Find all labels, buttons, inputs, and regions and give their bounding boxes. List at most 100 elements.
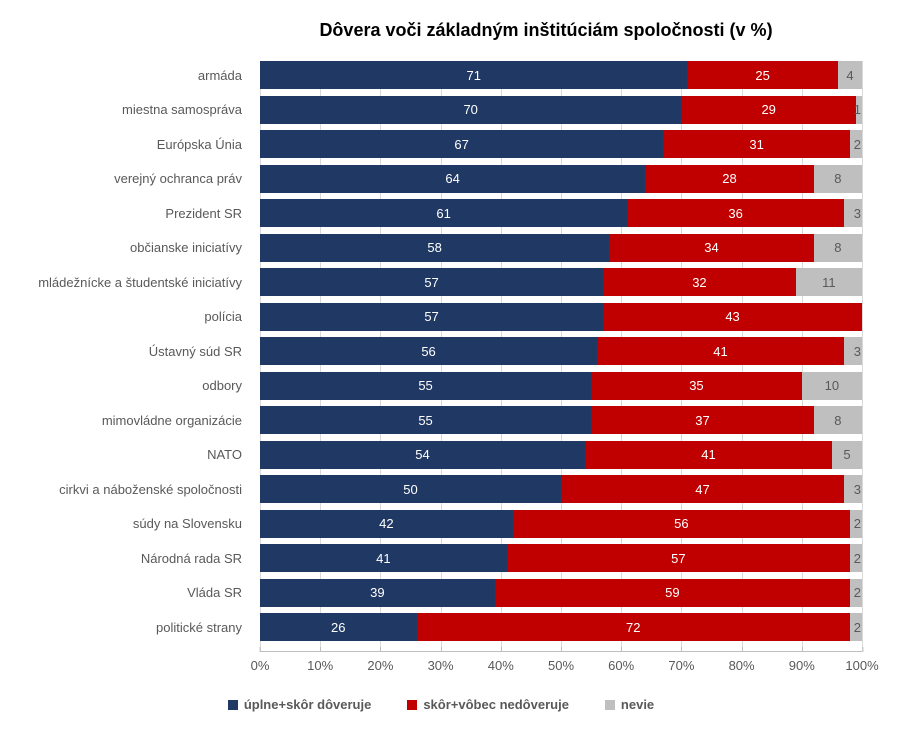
x-axis-tick: 70%: [668, 652, 694, 673]
legend-item-distrust: skôr+vôbec nedôveruje: [407, 697, 569, 712]
bar-segment-trust: 55: [260, 406, 591, 434]
bar-value-label: 25: [755, 68, 769, 83]
x-axis-tick: 60%: [608, 652, 634, 673]
bar-value-label: 57: [671, 551, 685, 566]
category-label: armáda: [10, 68, 250, 83]
bar-segment-trust: 39: [260, 579, 495, 607]
bar-segment-dontknow: 3: [844, 475, 862, 503]
bar-value-label: 71: [466, 68, 480, 83]
bar-value-label: 57: [424, 275, 438, 290]
bar-value-label: 2: [854, 551, 862, 566]
bar-value-label: 41: [713, 344, 727, 359]
legend-label-distrust: skôr+vôbec nedôveruje: [423, 697, 569, 712]
bar-value-label: 35: [689, 378, 703, 393]
bar-segment-distrust: 59: [495, 579, 850, 607]
chart-title: Dôvera voči základným inštitúciám spoloč…: [10, 20, 872, 41]
category-label: Prezident SR: [10, 206, 250, 221]
category-label: občianske iniciatívy: [10, 240, 250, 255]
category-label: súdy na Slovensku: [10, 516, 250, 531]
bar-segment-distrust: 41: [597, 337, 844, 365]
legend-swatch-distrust: [407, 700, 417, 710]
bar-segment-dontknow: 8: [814, 165, 862, 193]
bar-value-label: 37: [695, 413, 709, 428]
bar-row: Ústavný súd SR56413: [260, 337, 862, 365]
bar-segment-trust: 26: [260, 613, 417, 641]
bar-value-label: 36: [728, 206, 742, 221]
bar-row: Vláda SR39592: [260, 579, 862, 607]
bar-value-label: 47: [695, 482, 709, 497]
bar-value-label: 10: [825, 378, 839, 393]
bar-value-label: 32: [692, 275, 706, 290]
category-label: cirkvi a náboženské spoločnosti: [10, 482, 250, 497]
plot-area: armáda71254miestna samospráva70291Európs…: [260, 61, 862, 651]
bar-value-label: 31: [749, 137, 763, 152]
bar-value-label: 5: [843, 447, 850, 462]
bar-segment-dontknow: 8: [814, 406, 862, 434]
bar-value-label: 55: [418, 378, 432, 393]
bar-value-label: 70: [463, 102, 477, 117]
bar-segment-distrust: 36: [627, 199, 844, 227]
bar-segment-distrust: 47: [561, 475, 844, 503]
x-axis-tick: 80%: [729, 652, 755, 673]
bar-value-label: 8: [834, 413, 841, 428]
bar-segment-trust: 64: [260, 165, 645, 193]
bar-segment-distrust: 37: [591, 406, 814, 434]
category-label: miestna samospráva: [10, 102, 250, 117]
category-label: odbory: [10, 378, 250, 393]
bar-segment-trust: 42: [260, 510, 513, 538]
bar-segment-dontknow: 3: [844, 337, 862, 365]
bar-row: miestna samospráva70291: [260, 96, 862, 124]
x-axis-tick: 30%: [428, 652, 454, 673]
category-label: Ústavný súd SR: [10, 344, 250, 359]
bar-segment-trust: 57: [260, 303, 603, 331]
bar-row: verejný ochranca práv64288: [260, 165, 862, 193]
bar-segment-dontknow: 5: [832, 441, 862, 469]
category-label: mimovládne organizácie: [10, 413, 250, 428]
bar-segment-distrust: 57: [507, 544, 850, 572]
bar-value-label: 11: [822, 275, 836, 290]
bar-value-label: 2: [854, 137, 862, 152]
x-axis-tick: 100%: [845, 652, 878, 673]
bar-value-label: 3: [854, 344, 862, 359]
bar-value-label: 42: [379, 516, 393, 531]
bar-value-label: 57: [424, 309, 438, 324]
bar-segment-distrust: 34: [609, 234, 814, 262]
bar-value-label: 2: [854, 585, 862, 600]
x-axis-tick: 0%: [251, 652, 270, 673]
bar-value-label: 34: [704, 240, 718, 255]
bar-value-label: 54: [415, 447, 429, 462]
bar-segment-dontknow: 2: [850, 130, 862, 158]
bar-segment-distrust: 28: [645, 165, 814, 193]
bar-segment-distrust: 29: [681, 96, 856, 124]
bar-value-label: 56: [421, 344, 435, 359]
bar-row: Prezident SR61363: [260, 199, 862, 227]
bar-segment-trust: 55: [260, 372, 591, 400]
bar-row: politické strany26722: [260, 613, 862, 641]
bar-value-label: 64: [445, 171, 459, 186]
category-label: NATO: [10, 447, 250, 462]
bar-segment-distrust: 72: [417, 613, 850, 641]
bar-row: súdy na Slovensku42562: [260, 510, 862, 538]
bar-segment-trust: 70: [260, 96, 681, 124]
bar-value-label: 8: [834, 171, 841, 186]
bar-segment-dontknow: 3: [844, 199, 862, 227]
category-label: Vláda SR: [10, 585, 250, 600]
bar-segment-dontknow: 4: [838, 61, 862, 89]
bar-value-label: 41: [376, 551, 390, 566]
category-label: polícia: [10, 309, 250, 324]
x-axis-tick: 50%: [548, 652, 574, 673]
bar-value-label: 29: [761, 102, 775, 117]
bar-row: cirkvi a náboženské spoločnosti50473: [260, 475, 862, 503]
bar-segment-trust: 50: [260, 475, 561, 503]
bar-value-label: 3: [854, 482, 862, 497]
x-axis-tick: 40%: [488, 652, 514, 673]
bar-value-label: 28: [722, 171, 736, 186]
bar-segment-distrust: 41: [585, 441, 832, 469]
bar-segment-trust: 58: [260, 234, 609, 262]
bar-value-label: 4: [846, 68, 853, 83]
bar-segment-dontknow: 2: [850, 544, 862, 572]
bar-row: odbory553510: [260, 372, 862, 400]
bar-value-label: 67: [454, 137, 468, 152]
chart-container: Dôvera voči základným inštitúciám spoloč…: [0, 0, 902, 741]
bar-row: Európska Únia67312: [260, 130, 862, 158]
